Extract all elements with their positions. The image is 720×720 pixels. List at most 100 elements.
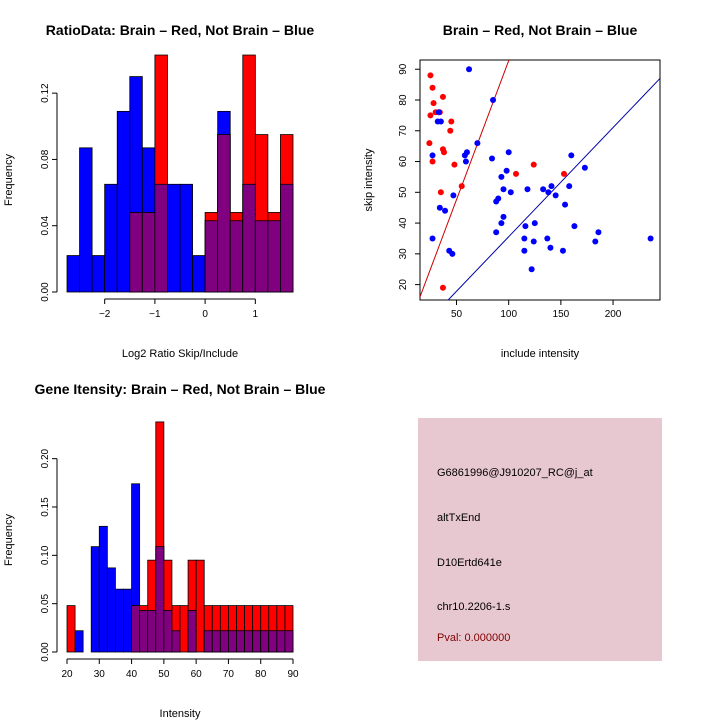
info-panel: G6861996@J910207_RC@j_at altTxEnd D10Ert… [418,418,662,661]
gene-bar-brain [179,605,189,653]
scatter-point-brain [441,149,447,156]
gene-bar-overlap [260,630,270,653]
gene-bar-overlap [187,610,197,653]
scatter-y-tick-label: 80 [398,94,409,106]
scatter-point-not-brain [498,220,505,227]
scatter-point-not-brain [548,183,555,190]
ratio-bar-notbrain [91,255,106,293]
scatter-point-brain [513,170,519,177]
gene-bar-overlap [228,630,237,653]
ratio-bar-overlap [242,183,256,293]
gene-x-tick-label: 30 [94,669,106,680]
scatter-y-tick-label: 60 [398,156,409,168]
scatter-point-brain [427,112,434,119]
scatter-point-not-brain [489,155,495,162]
gene-bar-overlap [244,630,254,653]
scatter-x-tick-label: 50 [451,309,463,320]
gene-y-tick-label: 0.00 [40,642,51,662]
scatter-point-not-brain [500,186,507,193]
scatter-point-not-brain [450,192,457,199]
gene-bar-overlap [268,630,278,653]
scatter-point-brain [429,84,436,91]
gene-name: D10Ertd641e [437,557,502,569]
gene-bar-overlap [163,610,173,653]
scatter-point-brain [429,158,436,165]
scatter-point-not-brain [490,97,497,103]
scatter-point-not-brain [545,189,552,196]
scatter-point-not-brain [547,244,554,251]
gene-y-tick-label: 0.10 [40,545,51,565]
gene-bar-overlap [284,630,294,653]
scatter-point-not-brain [521,247,528,254]
gene-x-tick-label: 90 [287,669,299,680]
scatter-point-not-brain [530,238,537,245]
scatter-point-not-brain [568,152,575,159]
ratio-y-tick-label: 0.04 [40,216,51,236]
ratio-bar-notbrain [179,183,193,293]
scatter-point-brain [530,161,537,168]
scatter-point-not-brain [528,266,535,273]
gene-intensity-ylabel: Frequency [3,514,15,566]
ratio-bar-overlap [254,220,269,293]
scatter-point-not-brain [592,238,599,245]
ratio-y-tick-label: 0.00 [40,282,51,302]
ratio-histogram-title: RatioData: Brain – Red, Not Brain – Blue [46,22,315,38]
scatter-point-brain [447,127,454,134]
scatter-title: Brain – Red, Not Brain – Blue [443,22,638,38]
scatter-point-not-brain [462,158,469,165]
gene-intensity-title: Gene Itensity: Brain – Red, Not Brain – … [35,381,326,397]
scatter-point-brain [427,72,434,79]
gene-x-tick-label: 60 [191,669,203,680]
gene-bar-overlap [155,546,165,653]
fit-line [420,60,510,298]
scatter-point-not-brain [507,189,514,196]
scatter-point-brain [561,170,567,177]
scatter-y-tick-label: 50 [398,186,409,198]
ratio-histogram: RatioData: Brain – Red, Not Brain – Blue… [3,22,314,360]
gene-bar-overlap [171,630,181,653]
gene-bar-notbrain [106,567,116,653]
scatter-point-not-brain [531,220,538,227]
scatter-x-tick-label: 200 [605,309,622,320]
scatter-frame [419,59,661,301]
ratio-bar-overlap [280,183,294,293]
scatter-point-not-brain [498,173,505,180]
ratio-bar-overlap [129,212,143,293]
scatter-point-not-brain [466,66,473,73]
scatter-point-not-brain [505,149,512,156]
scatter-point-not-brain [552,192,559,199]
scatter-point-not-brain [449,250,456,257]
scatter-point-not-brain [581,164,588,171]
ratio-x-tick-label: 0 [202,309,208,320]
gene-bar-overlap [276,630,286,653]
ratio-bar-overlap [217,134,231,293]
scatter-y-tick-label: 30 [398,248,409,260]
scatter-point-not-brain [461,152,468,159]
scatter-point-not-brain [493,198,500,205]
ratio-bar-notbrain [116,110,131,293]
location: chr10.2206-1.s [437,601,511,613]
scatter-x-tick-label: 100 [500,309,517,320]
ratio-bar-notbrain [192,255,206,293]
gene-y-tick-label: 0.05 [40,593,51,613]
ratio-histogram-xlabel: Log2 Ratio Skip/Include [122,348,238,360]
scatter-point-not-brain [566,183,573,190]
scatter-y-tick-label: 90 [398,63,409,75]
gene-bar-overlap [236,630,245,653]
scatter-point-brain [439,93,446,100]
scatter-point-not-brain [442,207,449,214]
pval: Pval: 0.000000 [437,632,510,644]
ratio-y-tick-label: 0.12 [40,83,51,103]
scatter-point-not-brain [436,204,443,211]
scatter-point-brain [426,140,433,147]
scatter-point-not-brain [647,235,654,242]
scatter-point-brain [437,189,444,196]
gene-x-tick-label: 50 [158,669,170,680]
scatter-point-not-brain [434,118,441,125]
gene-bar-overlap [131,605,141,653]
scatter-point-not-brain [595,229,602,236]
scatter-point-not-brain [429,152,436,159]
gene-intensity-histogram: Gene Itensity: Brain – Red, Not Brain – … [3,381,326,720]
gene-bar-notbrain [90,546,100,653]
